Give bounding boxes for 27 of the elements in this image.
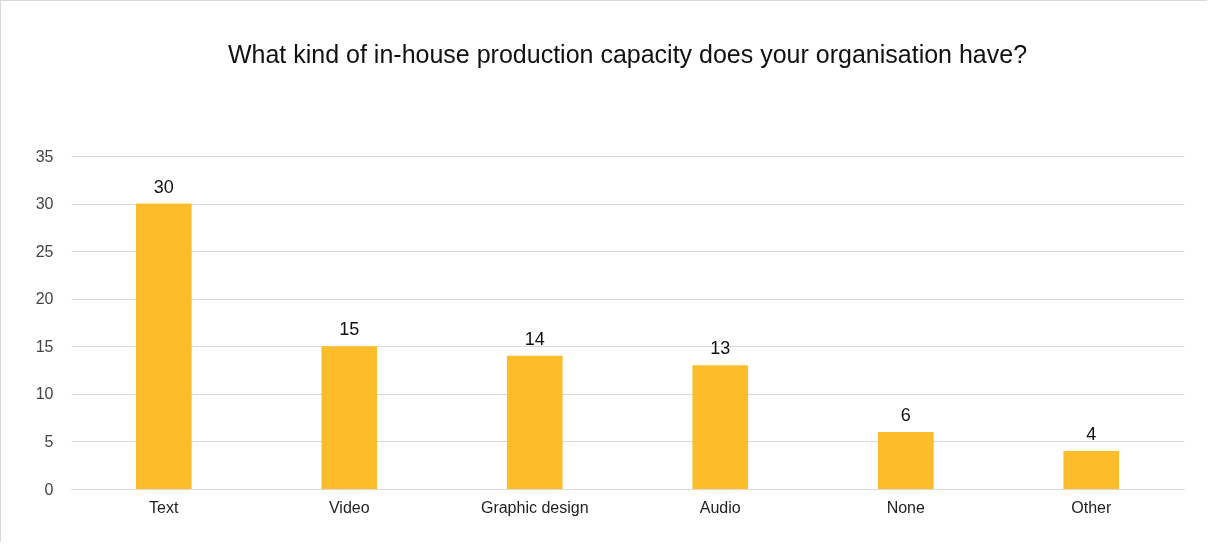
x-tick-label: None	[886, 498, 925, 516]
data-label: 6	[900, 404, 911, 425]
bar	[877, 431, 934, 489]
x-tick-label: Other	[1071, 498, 1112, 516]
y-tick-label: 0	[44, 480, 54, 498]
y-tick-label: 30	[35, 195, 54, 213]
data-label: 30	[153, 176, 174, 197]
x-tick-label: Graphic design	[480, 498, 589, 516]
x-tick-label: Text	[149, 498, 179, 516]
y-tick-label: 25	[35, 242, 54, 260]
chart-title: What kind of in-house production capacity does your organisation have?	[227, 40, 1028, 68]
x-tick-label: Video	[328, 498, 370, 516]
data-label: 4	[1086, 423, 1097, 444]
y-tick-label: 35	[35, 147, 54, 165]
data-label: 15	[339, 319, 360, 340]
y-tick-label: 15	[35, 337, 54, 355]
bar	[321, 346, 378, 489]
bar	[506, 355, 563, 489]
bar	[692, 365, 749, 489]
y-tick-label: 5	[44, 432, 54, 450]
data-label: 14	[524, 328, 545, 349]
bar	[1063, 450, 1120, 489]
data-label: 13	[710, 338, 731, 359]
bar	[135, 203, 192, 489]
y-tick-label: 20	[35, 290, 54, 308]
x-tick-label: Audio	[699, 498, 741, 516]
y-tick-label: 10	[35, 385, 54, 403]
